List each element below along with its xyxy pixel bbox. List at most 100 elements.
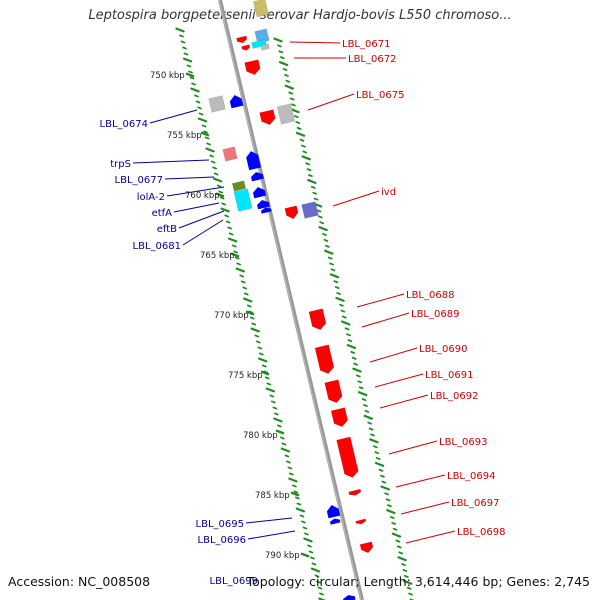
- reverse-gene-arrow[interactable]: [250, 171, 265, 182]
- forward-gene-arrow[interactable]: [330, 407, 349, 429]
- gene-label-forward[interactable]: LBL_0692: [430, 391, 478, 402]
- track-tick-minor: [266, 382, 272, 386]
- gene-block[interactable]: [253, 0, 269, 18]
- label-leader-line: [164, 176, 215, 180]
- track-tick-minor: [295, 121, 301, 124]
- label-leader-line: [245, 517, 293, 524]
- gene-label-forward[interactable]: LBL_0693: [439, 437, 487, 448]
- track-tick-major: [303, 537, 313, 543]
- gene-block[interactable]: [254, 28, 270, 44]
- map-title: Leptospira borgpetersenii serovar Hardjo…: [88, 8, 512, 23]
- track-tick-major: [352, 367, 362, 373]
- reverse-gene-arrow[interactable]: [260, 206, 272, 214]
- track-tick-minor: [408, 592, 413, 596]
- accession-text: Accession: NC_008508: [8, 574, 151, 589]
- forward-gene-arrow[interactable]: [236, 35, 248, 44]
- gene-label-reverse[interactable]: etfA: [152, 208, 173, 219]
- gene-label-forward[interactable]: LBL_0690: [419, 344, 467, 355]
- track-tick-minor: [255, 340, 261, 344]
- gene-label-forward[interactable]: LBL_0672: [348, 54, 396, 65]
- gene-label-forward[interactable]: LBL_0691: [425, 370, 473, 381]
- track-tick-minor: [304, 532, 309, 536]
- forward-gene-arrow[interactable]: [284, 205, 299, 220]
- track-tick-minor: [213, 172, 219, 176]
- track-tick-major: [212, 177, 223, 183]
- reverse-gene-arrow[interactable]: [256, 199, 271, 210]
- gene-block[interactable]: [301, 201, 319, 219]
- forward-gene-arrow[interactable]: [308, 308, 327, 332]
- track-tick-minor: [381, 480, 387, 484]
- gene-label-reverse[interactable]: trpS: [110, 159, 131, 170]
- track-tick-minor: [312, 191, 318, 195]
- gene-label-forward[interactable]: LBL_0697: [451, 498, 499, 509]
- gene-label-forward[interactable]: ivd: [381, 187, 396, 198]
- gene-label-forward[interactable]: LBL_0688: [406, 290, 454, 301]
- backbone-line: [218, 0, 364, 600]
- gene-label-reverse[interactable]: LBL_0677: [115, 175, 163, 186]
- kbp-tick-label: 750 kbp: [150, 71, 185, 81]
- gene-label-reverse[interactable]: LBL_0674: [100, 119, 148, 130]
- track-tick-minor: [327, 256, 333, 260]
- track-tick-major: [273, 37, 283, 43]
- track-tick-minor: [356, 374, 361, 378]
- forward-gene-arrow[interactable]: [336, 436, 360, 479]
- kbp-tick-mark: [275, 429, 285, 435]
- forward-gene-arrow[interactable]: [259, 109, 277, 127]
- track-tick-minor: [317, 586, 323, 590]
- track-tick-minor: [288, 91, 294, 95]
- track-tick-minor: [336, 292, 341, 295]
- gene-label-forward[interactable]: LBL_0694: [447, 471, 495, 482]
- track-tick-minor: [278, 50, 284, 54]
- gene-label-forward[interactable]: LBL_0675: [356, 90, 404, 101]
- forward-gene-arrow[interactable]: [348, 488, 362, 497]
- gene-block[interactable]: [276, 103, 296, 125]
- gene-block[interactable]: [233, 188, 253, 212]
- kbp-tick-mark: [245, 310, 255, 316]
- forward-gene-arrow[interactable]: [324, 379, 344, 405]
- forward-gene-arrow[interactable]: [355, 518, 367, 525]
- track-tick-minor: [307, 544, 312, 548]
- reverse-gene-arrow[interactable]: [329, 517, 341, 525]
- forward-gene-arrow[interactable]: [241, 44, 251, 52]
- reverse-gene-arrow[interactable]: [245, 150, 262, 171]
- gene-label-reverse[interactable]: lolA-2: [137, 192, 165, 203]
- track-tick-major: [273, 417, 283, 423]
- label-leader-line: [149, 109, 198, 124]
- track-tick-minor: [374, 451, 380, 455]
- reverse-gene-arrow[interactable]: [342, 594, 356, 600]
- track-tick-major: [318, 226, 328, 232]
- track-tick-minor: [201, 124, 207, 128]
- gene-label-reverse[interactable]: eftB: [157, 224, 177, 235]
- forward-gene-arrow[interactable]: [244, 59, 262, 77]
- reverse-gene-arrow[interactable]: [229, 94, 244, 109]
- gene-label-reverse[interactable]: LBL_0695: [196, 519, 244, 530]
- gene-label-forward[interactable]: LBL_0689: [411, 309, 459, 320]
- track-tick-minor: [293, 115, 299, 119]
- gene-label-reverse[interactable]: LBL_0699: [210, 576, 258, 587]
- gene-label-reverse[interactable]: LBL_0681: [133, 241, 181, 252]
- reverse-gene-arrow[interactable]: [252, 186, 267, 199]
- gene-block[interactable]: [260, 43, 270, 51]
- track-tick-major: [301, 155, 311, 161]
- gene-label-reverse[interactable]: LBL_0696: [198, 535, 246, 546]
- gene-label-forward[interactable]: LBL_0698: [457, 527, 505, 538]
- track-tick-major: [397, 556, 407, 562]
- gene-block[interactable]: [222, 146, 238, 162]
- track-tick-minor: [334, 286, 340, 290]
- track-tick-minor: [296, 502, 302, 506]
- reverse-gene-arrow[interactable]: [326, 504, 341, 519]
- track-tick-minor: [272, 406, 278, 410]
- gene-block[interactable]: [208, 95, 226, 113]
- track-tick-minor: [357, 380, 363, 384]
- gene-label-forward[interactable]: LBL_0671: [342, 39, 390, 50]
- label-leader-line: [178, 210, 225, 229]
- gene-block[interactable]: [231, 180, 247, 192]
- forward-gene-arrow[interactable]: [359, 541, 374, 554]
- track-tick-major: [227, 237, 238, 243]
- label-leader-line: [182, 219, 224, 246]
- track-tick-minor: [277, 424, 282, 428]
- backbone-highlight: [218, 0, 362, 600]
- track-tick-minor: [251, 322, 257, 326]
- forward-gene-arrow[interactable]: [314, 344, 335, 375]
